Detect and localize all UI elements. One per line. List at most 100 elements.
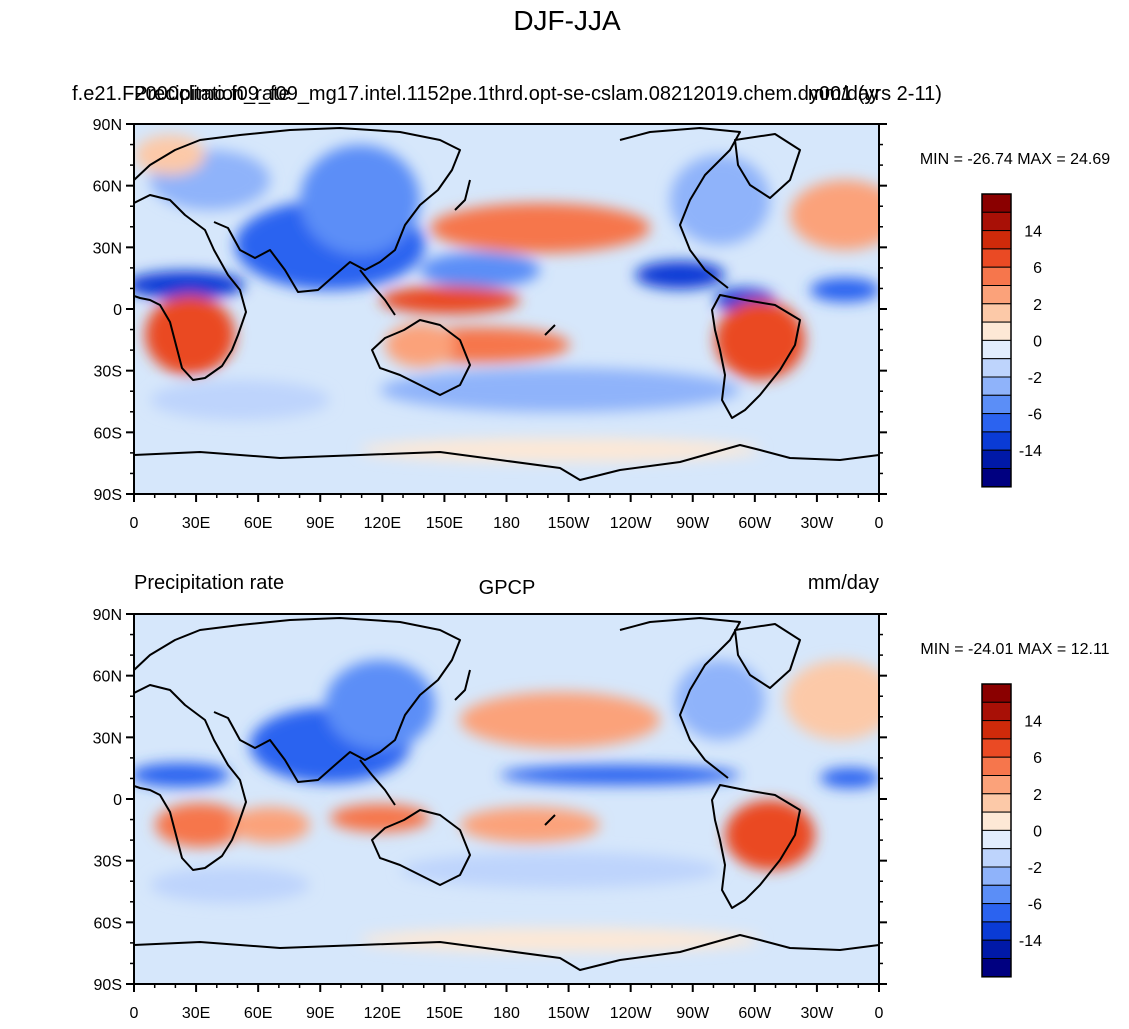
panel-2-lon-label: 120E — [364, 1005, 401, 1022]
panel-1-colorbar-swatch — [981, 248, 1012, 268]
panel-1-left-title: Precipitation_rate — [134, 83, 290, 105]
panel-2-colorbar-swatch — [981, 756, 1012, 777]
panel-2-lon-label: 0 — [130, 1005, 139, 1022]
panel-2-lon-label: 90W — [676, 1005, 710, 1022]
panel-2-lon-label: 150W — [548, 1005, 591, 1022]
panel-1-colorbar-label: -14 — [1019, 443, 1042, 460]
panel-1-colorbar-swatch — [981, 266, 1012, 287]
panel-1-lon-label: 90W — [676, 515, 710, 532]
panel-1-colorbar: 14 6 2 0 -2 -6 -14 — [981, 193, 1042, 488]
panel-2-lon-label: 30E — [182, 1005, 210, 1022]
panel-1-colorbar-swatch — [981, 211, 1012, 232]
panel-1-lat-label: 60N — [93, 179, 122, 196]
panel-2-colorbar-label: -6 — [1028, 897, 1042, 914]
panel-1-lon-label: 120E — [364, 515, 401, 532]
panel-2-colorbar-swatch — [981, 939, 1012, 960]
panel-1-colorbar-swatch — [981, 193, 1012, 213]
panel-2-lat-label: 90S — [94, 977, 122, 994]
panel-1-colorbar-swatch — [981, 468, 1012, 488]
panel-2-colorbar-swatch — [981, 811, 1012, 831]
panel-2-center-title: GPCP — [479, 577, 536, 599]
panel-1-colorbar-label: 14 — [1024, 224, 1042, 241]
panel-2-lon-label: 180 — [493, 1005, 520, 1022]
panel-2-stats: MIN = -24.01 MAX = 12.11 — [920, 641, 1109, 658]
panel-2-coastlines — [134, 617, 879, 971]
panel-2-colorbar-swatch — [981, 738, 1012, 758]
panel-1-lon-label: 180 — [493, 515, 520, 532]
panel-1-lat-label: 30N — [93, 240, 122, 257]
panel-1-colorbar-label: 6 — [1033, 260, 1042, 277]
panel-1-colorbar-swatch — [981, 449, 1012, 470]
panel-2-lon-label: 120W — [610, 1005, 653, 1022]
panel-2-lat-label: 0 — [113, 792, 122, 809]
panel-1-colorbar-label: -2 — [1028, 370, 1042, 387]
panel-2-map-field — [134, 614, 879, 984]
panel-1-lat-label: 60S — [94, 425, 122, 442]
panel-1-colorbar-swatch — [981, 303, 1012, 323]
panel-2-colorbar-swatch — [981, 829, 1012, 850]
panel-1-lon-label: 60W — [738, 515, 772, 532]
panel-1: Precipitation_rate f.e21.F2000climo.f09_… — [72, 83, 1110, 532]
panel-1-right-title: mm/day — [808, 83, 879, 105]
panel-1-center-title: f.e21.F2000climo.f09_f09_mg17.intel.1152… — [72, 83, 942, 105]
panel-1-lon-label: 30E — [182, 515, 210, 532]
panel-2-lat-label: 60S — [94, 915, 122, 932]
panel-2-colorbar-swatch — [981, 884, 1012, 905]
panel-2-colorbar-swatch — [981, 701, 1012, 722]
panel-2-colorbar-swatch — [981, 720, 1012, 740]
panel-2-lon-label: 150E — [426, 1005, 463, 1022]
panel-1-lat-label: 90N — [93, 117, 122, 134]
panel-1-colorbar-swatch — [981, 285, 1012, 305]
panel-2-colorbar-label: 14 — [1024, 714, 1042, 731]
panel-2: Precipitation rate GPCP mm/day — [93, 572, 1110, 1022]
panel-1-lon-label: 150E — [426, 515, 463, 532]
panel-2-lon-label: 60W — [738, 1005, 772, 1022]
panel-2-colorbar-swatch — [981, 903, 1012, 923]
panel-2-lat-label: 30S — [94, 854, 122, 871]
panel-1-colorbar-swatch — [981, 230, 1012, 250]
panel-1-lon-label: 60E — [244, 515, 272, 532]
panel-1-colorbar-swatch — [981, 321, 1012, 341]
panel-2-colorbar-label: 6 — [1033, 750, 1042, 767]
panel-1-colorbar-label: 2 — [1033, 297, 1042, 314]
panel-1-colorbar-swatch — [981, 376, 1012, 396]
panel-1-colorbar-swatch — [981, 358, 1012, 378]
panel-1-lon-label: 90E — [306, 515, 334, 532]
panel-1-ticks: 90N 60N 30N 0 30S 60S 90S 0 30E 60E 90E 120E 150E 180… — [93, 117, 887, 532]
panel-2-ticks: 90N 60N 30N 0 30S 60S 90S 0 30E 60E 90E 120E 150E 180… — [93, 607, 887, 1022]
panel-1-colorbar-swatch — [981, 339, 1012, 360]
panel-2-lon-label: 0 — [875, 1005, 884, 1022]
panel-2-lon-label: 60E — [244, 1005, 272, 1022]
panel-1-map-field — [134, 124, 879, 494]
panel-2-lat-label: 30N — [93, 730, 122, 747]
panel-2-colorbar: 14 6 2 0 -2 -6 -14 — [981, 683, 1042, 978]
panel-2-colorbar-label: 2 — [1033, 787, 1042, 804]
panel-2-left-title: Precipitation rate — [134, 572, 284, 594]
panel-2-colorbar-label: 0 — [1033, 823, 1042, 840]
panel-2-colorbar-swatch — [981, 958, 1012, 978]
panel-1-coastlines — [134, 127, 879, 481]
panel-1-lon-label: 150W — [548, 515, 591, 532]
panel-2-colorbar-label: -2 — [1028, 860, 1042, 877]
main-title: DJF-JJA — [513, 5, 621, 36]
panel-1-lat-label: 0 — [113, 302, 122, 319]
panel-2-lon-label: 30W — [800, 1005, 834, 1022]
panel-1-colorbar-swatch — [981, 431, 1012, 451]
panel-2-colorbar-swatch — [981, 683, 1012, 703]
panel-2-lon-label: 90E — [306, 1005, 334, 1022]
panel-1-colorbar-label: -6 — [1028, 407, 1042, 424]
panel-2-colorbar-swatch — [981, 921, 1012, 941]
panel-1-lon-label: 0 — [875, 515, 884, 532]
panel-1-stats: MIN = -26.74 MAX = 24.69 — [920, 151, 1110, 168]
panel-2-colorbar-swatch — [981, 866, 1012, 886]
panel-1-colorbar-label: 0 — [1033, 333, 1042, 350]
panel-2-colorbar-swatch — [981, 793, 1012, 813]
panel-1-lon-label: 30W — [800, 515, 834, 532]
panel-1-lon-label: 0 — [130, 515, 139, 532]
panel-2-lat-label: 60N — [93, 669, 122, 686]
panel-1-lat-label: 90S — [94, 487, 122, 504]
panel-2-lat-label: 90N — [93, 607, 122, 624]
panel-2-colorbar-swatch — [981, 848, 1012, 868]
panel-1-lon-label: 120W — [610, 515, 653, 532]
